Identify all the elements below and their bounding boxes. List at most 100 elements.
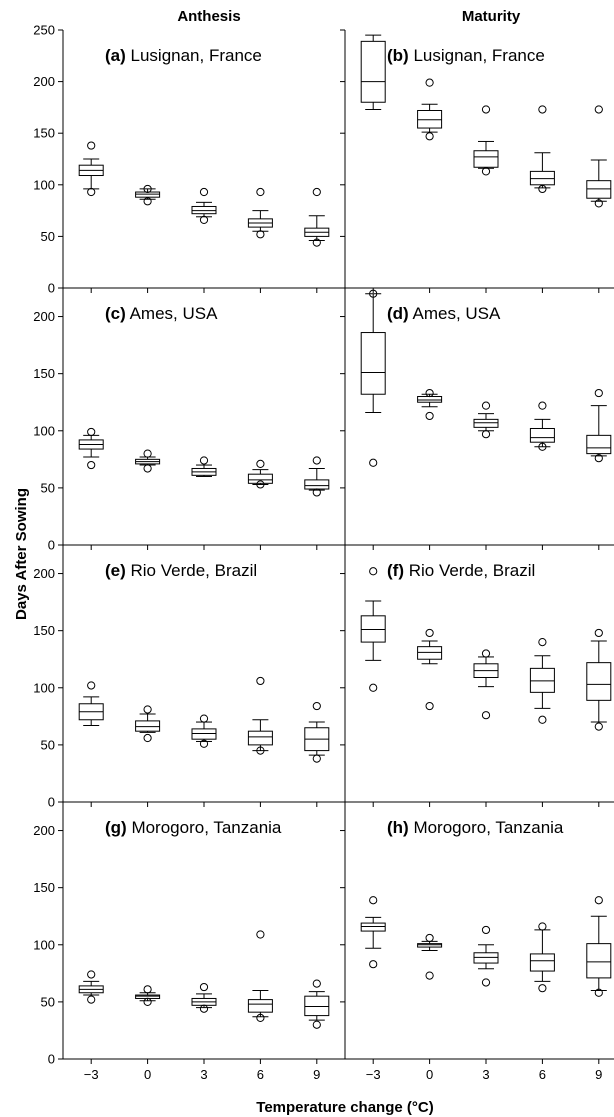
box-d-2 [473, 401, 499, 439]
outlier-point [87, 995, 96, 1004]
outlier-point [199, 1004, 209, 1013]
box-iqr [135, 720, 161, 732]
outlier-point [425, 132, 434, 141]
box-c-2 [191, 456, 217, 477]
box-e-1 [135, 705, 161, 743]
outlier-point [143, 997, 152, 1006]
x-tick-label: −3 [84, 1067, 99, 1082]
outlier-point [312, 456, 321, 465]
panel-d: (d) Ames, USA [340, 289, 612, 550]
outlier-point [425, 388, 434, 398]
outlier-point [369, 289, 378, 298]
panel-label: (h) Morogoro, Tanzania [387, 818, 564, 837]
column-title-anthesis: Anthesis [177, 8, 240, 25]
y-tick-label: 0 [48, 538, 55, 553]
column-title-maturity: Maturity [462, 8, 521, 25]
outlier-point [481, 649, 491, 658]
outlier-point [369, 960, 378, 969]
box-iqr [529, 953, 555, 972]
outlier-point [312, 1020, 321, 1029]
panel-label: (d) Ames, USA [387, 304, 501, 323]
outlier-point [256, 480, 265, 489]
box-f-0 [360, 567, 386, 692]
box-c-0 [78, 427, 104, 470]
y-tick-label: 200 [33, 823, 55, 838]
panel-e: 0 50 100 150 200 (e) Rio Verde, Brazil [33, 561, 330, 810]
box-iqr [473, 150, 499, 168]
box-e-3 [247, 676, 273, 755]
outlier-point [256, 1013, 265, 1022]
outlier-point [143, 197, 152, 206]
box-a-1 [135, 184, 161, 206]
box-iqr [360, 40, 386, 103]
outlier-point [312, 238, 321, 247]
panel-label: (e) Rio Verde, Brazil [105, 561, 257, 580]
y-tick-label: 100 [33, 680, 55, 695]
box-iqr [586, 943, 612, 979]
y-tick-label: 200 [33, 74, 55, 89]
box-iqr [417, 396, 443, 403]
outlier-point [481, 430, 491, 439]
y-tick-label: 250 [33, 23, 55, 38]
outlier-point [143, 184, 152, 194]
box-iqr [529, 667, 555, 693]
panel-b: (b) Lusignan, France [340, 29, 612, 293]
y-tick-label: 200 [33, 566, 55, 581]
outlier-point [369, 458, 378, 467]
panel-c: 0 50 100 150 200 (c) Ames, USA [33, 304, 330, 553]
x-tick-label: 0 [426, 1067, 433, 1082]
outlier-point [594, 988, 603, 997]
box-iqr [360, 922, 386, 932]
y-tick-label: 100 [33, 423, 55, 438]
outlier-point [199, 456, 209, 465]
outlier-point [369, 567, 378, 576]
box-iqr [191, 205, 217, 215]
box-iqr [529, 170, 555, 186]
outlier-point [425, 933, 434, 943]
outlier-point [538, 922, 547, 931]
y-tick-label: 0 [48, 795, 55, 810]
x-tick-label: 9 [313, 1067, 320, 1082]
y-tick-label: 150 [33, 126, 55, 141]
y-tick-label: 0 [48, 1052, 55, 1067]
outlier-point [594, 896, 603, 905]
outlier-point [369, 896, 378, 905]
panel-f: (f) Rio Verde, Brazil [340, 561, 612, 807]
box-d-0 [360, 289, 386, 467]
box-iqr [586, 434, 612, 455]
box-iqr [417, 943, 443, 948]
outlier-point [425, 971, 434, 980]
outlier-point [594, 105, 603, 114]
box-iqr [135, 191, 161, 198]
box-b-1 [417, 78, 443, 141]
box-iqr [529, 427, 555, 443]
box-g-3 [247, 930, 273, 1022]
outlier-point [425, 701, 434, 711]
box-f-2 [473, 649, 499, 720]
box-a-0 [78, 141, 104, 197]
outlier-point [199, 739, 209, 748]
box-iqr [191, 728, 217, 740]
outlier-point [312, 979, 321, 988]
outlier-point [481, 401, 491, 410]
box-b-0 [360, 34, 386, 110]
y-tick-label: 50 [41, 737, 55, 752]
panel-g: 0 50 100 150 200 −3 0 3 6 9 (g) Morogoro, Tanzania [33, 818, 330, 1082]
panel-label: (g) Morogoro, Tanzania [105, 818, 282, 837]
y-tick-label: 150 [33, 623, 55, 638]
y-tick-label: 50 [41, 480, 55, 495]
outlier-point [87, 141, 96, 150]
box-c-3 [247, 459, 273, 489]
box-b-2 [473, 105, 499, 176]
box-b-4 [586, 105, 612, 208]
box-b-3 [529, 105, 555, 194]
panel-label: (c) Ames, USA [105, 304, 218, 323]
outlier-point [369, 683, 378, 692]
box-iqr [586, 180, 612, 199]
outlier-point [256, 230, 265, 239]
box-e-4 [304, 701, 330, 763]
box-a-2 [191, 187, 217, 224]
box-h-1 [417, 933, 443, 980]
outlier-point [199, 215, 209, 224]
